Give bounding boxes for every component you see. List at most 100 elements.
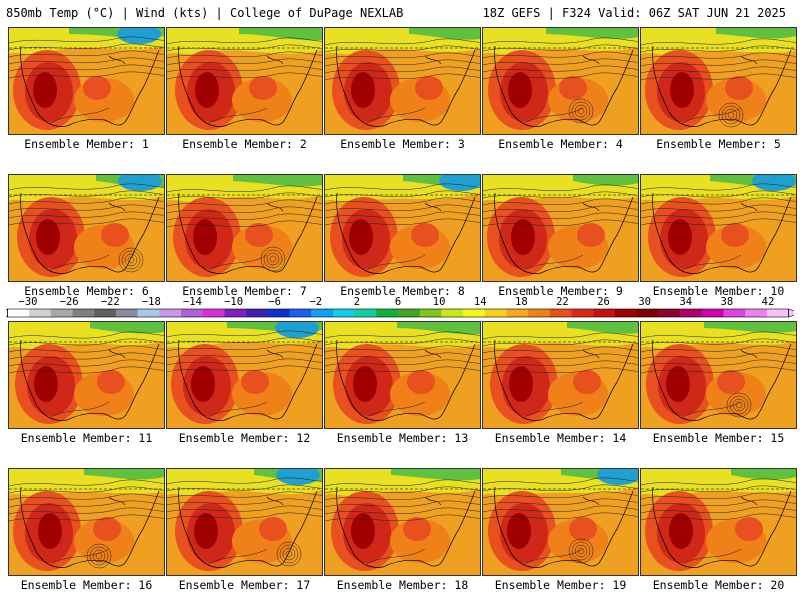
member-map [166,321,323,429]
colorbar-tick: 10 [432,296,446,308]
member-label: Ensemble Member: 5 [656,137,781,151]
ensemble-panel: Ensemble Member: 17 [166,468,323,594]
ensemble-panel: Ensemble Member: 16 [8,468,165,594]
temperature-map [483,322,638,428]
member-map [166,27,323,135]
colorbar-tick: −6 [268,296,281,308]
colorbar-segment [224,309,247,317]
colorbar-tick: 2 [353,296,361,308]
colorbar-segment [7,309,30,317]
colorbar-segment [376,309,399,317]
member-map [640,174,797,282]
temperature-map [9,175,164,281]
ensemble-panel: Ensemble Member: 13 [324,321,481,447]
member-label: Ensemble Member: 6 [24,284,149,298]
temperature-map [325,28,480,134]
temperature-map [483,469,638,575]
ensemble-panel: Ensemble Member: 4 [482,27,639,153]
colorbar-segment [506,309,529,317]
ensemble-panel: Ensemble Member: 9 [482,174,639,300]
member-map [482,468,639,576]
temperature-map [483,28,638,134]
colorbar-segment [701,309,724,317]
colorbar-tick: 18 [515,296,528,308]
ensemble-panel: Ensemble Member: 8 [324,174,481,300]
member-map [8,174,165,282]
colorbar-segment [398,309,420,317]
colorbar-segment [441,309,464,317]
colorbar-segment [745,309,768,317]
member-label: Ensemble Member: 7 [182,284,307,298]
colorbar-segment [549,309,572,317]
colorbar-segment [311,309,334,317]
member-map [324,27,481,135]
colorbar-scale [6,308,794,318]
member-map [324,174,481,282]
member-label: Ensemble Member: 3 [340,137,465,151]
member-label: Ensemble Member: 14 [494,431,627,445]
member-label: Ensemble Member: 13 [336,431,469,445]
colorbar-tick: 6 [394,296,402,308]
colorbar-tick: 22 [556,296,569,308]
colorbar-segment [354,309,377,317]
run-valid-time: 18Z GEFS | F324 Valid: 06Z SAT JUN 21 20… [482,6,786,20]
colorbar-segment [571,309,594,317]
ensemble-panel: Ensemble Member: 7 [166,174,323,300]
colorbar-segment [267,309,290,317]
colorbar-segment [202,309,225,317]
colorbar-tick: −30 [18,296,38,308]
member-map [324,321,481,429]
ensemble-panel: Ensemble Member: 18 [324,468,481,594]
colorbar-tick: −26 [59,296,79,308]
temperature-map [325,322,480,428]
temperature-map [641,175,796,281]
temperature-map [483,175,638,281]
member-label: Ensemble Member: 2 [182,137,307,151]
member-map [166,468,323,576]
ensemble-panel: Ensemble Member: 2 [166,27,323,153]
member-label: Ensemble Member: 12 [178,431,311,445]
colorbar-segment [484,309,507,317]
temperature-map [9,469,164,575]
colorbar-segment [680,309,703,317]
member-map [324,468,481,576]
colorbar-tick: 42 [761,296,775,308]
temperature-map [641,469,796,575]
colorbar-segment [332,309,355,317]
colorbar-segment [181,309,204,317]
colorbar-segment [115,309,138,317]
colorbar-segment [766,309,789,317]
colorbar-segment [658,309,681,317]
ensemble-panel: Ensemble Member: 19 [482,468,639,594]
colorbar-segment [94,309,117,317]
colorbar-segment [463,309,486,317]
temperature-map [641,322,796,428]
colorbar-segment [137,309,160,317]
temperature-map [9,28,164,134]
member-label: Ensemble Member: 18 [336,578,469,592]
colorbar-ticks: −30 −26 −22 −18 −14 −10 −6 −2 2 6 10 14 18 22 26 30 34 38… [6,296,794,308]
colorbar-segment [159,309,182,317]
ensemble-panel: Ensemble Member: 5 [640,27,797,153]
colorbar-segment [614,309,637,317]
temperature-map [167,469,322,575]
colorbar-segment [50,309,73,317]
colorbar-outline [7,308,789,318]
temperature-map [9,322,164,428]
header: 850mb Temp (°C) | Wind (kts) | College o… [0,0,800,24]
colorbar-tick: −2 [309,296,323,308]
member-label: Ensemble Member: 4 [498,137,623,151]
temperature-map [167,175,322,281]
ensemble-panel: Ensemble Member: 12 [166,321,323,447]
member-label: Ensemble Member: 1 [24,137,149,151]
colorbar-tick: 34 [679,296,693,308]
colorbar-tick: −14 [182,296,202,308]
ensemble-panel: Ensemble Member: 14 [482,321,639,447]
member-map [640,321,797,429]
colorbar-tick: 38 [720,296,734,308]
member-map [166,174,323,282]
colorbar-segment [593,309,616,317]
member-map [482,321,639,429]
temperature-map [167,322,322,428]
colorbar-segment [29,309,52,317]
